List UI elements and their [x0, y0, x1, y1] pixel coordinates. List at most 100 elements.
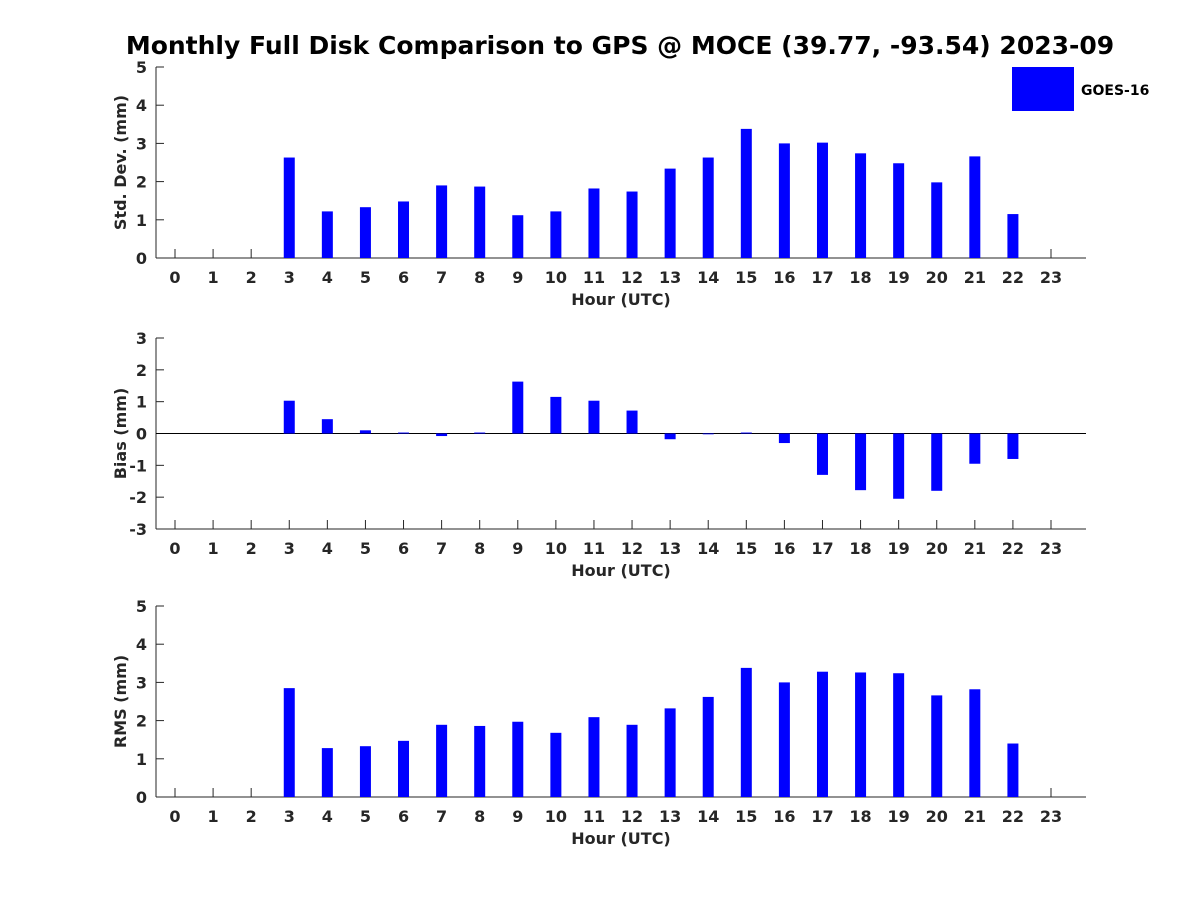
bar-hour-14: [702, 696, 714, 797]
x-tick-label: 21: [964, 807, 986, 826]
y-tick-label: 3: [136, 134, 147, 153]
y-tick-label: 4: [136, 96, 147, 115]
y-tick-label: 1: [136, 393, 147, 412]
y-tick-label: 0: [136, 425, 147, 444]
bar-hour-7: [436, 433, 448, 437]
x-tick-label: 19: [888, 539, 910, 558]
x-tick-label: 4: [322, 268, 333, 287]
bar-hour-21: [969, 689, 981, 797]
bar-hour-10: [550, 396, 562, 434]
x-tick-label: 7: [436, 807, 447, 826]
bar-hour-16: [778, 682, 790, 797]
x-tick-label: 3: [284, 807, 295, 826]
x-tick-label: 6: [398, 807, 409, 826]
x-tick-label: 13: [659, 539, 681, 558]
x-tick-label: 21: [964, 539, 986, 558]
x-tick-label: 12: [621, 807, 643, 826]
bar-hour-19: [893, 433, 905, 499]
bar-hour-9: [512, 215, 524, 258]
bar-hour-17: [816, 671, 828, 797]
bar-hour-6: [398, 432, 410, 434]
x-tick-label: 10: [545, 268, 567, 287]
x-tick-label: 3: [284, 268, 295, 287]
bar-hour-5: [359, 746, 371, 797]
bar-hour-14: [702, 157, 714, 258]
bar-hour-13: [664, 433, 676, 440]
bar-hour-9: [512, 381, 524, 434]
x-tick-label: 20: [926, 539, 948, 558]
x-tick-label: 20: [926, 268, 948, 287]
x-tick-label: 9: [512, 807, 523, 826]
x-tick-label: 13: [659, 807, 681, 826]
x-tick-label: 22: [1002, 268, 1024, 287]
x-tick-label: 10: [545, 539, 567, 558]
y-tick-label: -1: [129, 456, 147, 475]
x-tick-label: 13: [659, 268, 681, 287]
legend-label: GOES-16: [1081, 83, 1149, 99]
x-tick-label: 1: [208, 268, 219, 287]
bar-hour-8: [474, 725, 486, 797]
bar-hour-16: [778, 143, 790, 258]
x-tick-label: 23: [1040, 539, 1062, 558]
x-tick-label: 18: [849, 807, 871, 826]
chart-title: Monthly Full Disk Comparison to GPS @ MO…: [126, 31, 1114, 60]
bar-hour-16: [778, 433, 790, 444]
bar-hour-4: [321, 211, 333, 258]
bar-hour-9: [512, 721, 524, 797]
x-tick-label: 22: [1002, 539, 1024, 558]
x-tick-label: 5: [360, 807, 371, 826]
x-tick-label: 2: [246, 539, 257, 558]
bar-hour-19: [893, 673, 905, 797]
bar-hour-19: [893, 163, 905, 258]
x-tick-label: 9: [512, 268, 523, 287]
bar-hour-17: [816, 142, 828, 258]
x-tick-label: 7: [436, 539, 447, 558]
bar-hour-6: [398, 740, 410, 797]
x-tick-label: 6: [398, 539, 409, 558]
x-tick-label: 2: [246, 268, 257, 287]
bar-hour-22: [1007, 743, 1019, 797]
y-tick-label: 3: [136, 329, 147, 348]
bar-hour-21: [969, 433, 981, 464]
bar-hour-12: [626, 191, 638, 258]
x-tick-label: 15: [735, 539, 757, 558]
bar-hour-15: [740, 667, 752, 797]
x-tick-label: 16: [773, 268, 795, 287]
y-axis-label: Bias (mm): [111, 388, 130, 480]
bar-hour-12: [626, 724, 638, 797]
x-tick-label: 4: [322, 807, 333, 826]
bar-hour-11: [588, 717, 600, 797]
bar-hour-11: [588, 188, 600, 258]
bar-hour-3: [283, 157, 295, 258]
x-tick-label: 17: [811, 268, 833, 287]
y-axis-label: Std. Dev. (mm): [111, 95, 130, 230]
bar-hour-8: [474, 186, 486, 258]
x-tick-label: 5: [360, 268, 371, 287]
x-tick-label: 8: [474, 539, 485, 558]
bar-hour-20: [931, 182, 943, 258]
bar-hour-10: [550, 732, 562, 797]
x-tick-label: 0: [169, 807, 180, 826]
bar-hour-10: [550, 211, 562, 258]
x-tick-label: 11: [583, 807, 605, 826]
bar-hour-18: [855, 433, 867, 491]
x-tick-label: 6: [398, 268, 409, 287]
x-tick-label: 0: [169, 539, 180, 558]
x-tick-label: 16: [773, 539, 795, 558]
x-tick-label: 4: [322, 539, 333, 558]
x-tick-label: 8: [474, 807, 485, 826]
bar-hour-8: [474, 432, 486, 434]
x-tick-label: 20: [926, 807, 948, 826]
x-tick-label: 18: [849, 268, 871, 287]
bar-hour-12: [626, 410, 638, 434]
x-tick-label: 0: [169, 268, 180, 287]
x-tick-label: 12: [621, 268, 643, 287]
bar-hour-6: [398, 201, 410, 258]
bar-hour-13: [664, 708, 676, 797]
x-tick-label: 2: [246, 807, 257, 826]
y-tick-label: 0: [136, 249, 147, 268]
x-tick-label: 11: [583, 539, 605, 558]
y-tick-label: 5: [136, 58, 147, 77]
